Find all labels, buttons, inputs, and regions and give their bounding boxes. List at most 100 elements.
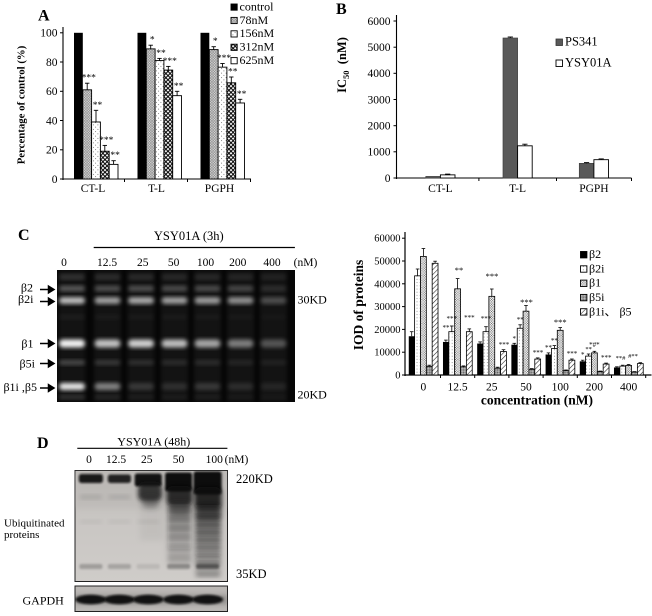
- svg-text:40000: 40000: [374, 279, 400, 290]
- svg-text:Ubiquitinated: Ubiquitinated: [4, 518, 65, 530]
- svg-text:50000: 50000: [374, 257, 400, 268]
- svg-text:25: 25: [137, 257, 149, 269]
- svg-text:β1: β1: [589, 276, 601, 290]
- svg-text:0: 0: [61, 257, 67, 269]
- svg-text:0: 0: [86, 454, 92, 466]
- svg-text:400: 400: [620, 382, 638, 394]
- svg-text:12.5: 12.5: [448, 382, 468, 394]
- svg-text:*: *: [513, 335, 517, 343]
- svg-text:100: 100: [206, 454, 224, 466]
- svg-text:***: ***: [486, 271, 499, 281]
- svg-text:(nM): (nM): [294, 257, 318, 269]
- svg-text:0: 0: [52, 174, 58, 186]
- svg-text:β5i: β5i: [20, 357, 36, 371]
- svg-text:1000: 1000: [368, 147, 391, 159]
- svg-text:156nM: 156nM: [240, 26, 275, 40]
- svg-text:0: 0: [395, 371, 400, 382]
- svg-text:YSY01A (48h): YSY01A (48h): [117, 435, 190, 449]
- svg-text:400: 400: [263, 257, 281, 269]
- svg-text:*: *: [581, 351, 585, 359]
- svg-text:**: **: [110, 151, 120, 161]
- svg-text:**: **: [156, 49, 166, 59]
- svg-text:***: ***: [217, 54, 232, 64]
- svg-text:***: ***: [554, 317, 567, 327]
- svg-text:control: control: [240, 0, 275, 13]
- svg-text:30KD: 30KD: [298, 293, 328, 307]
- svg-text:T-L: T-L: [148, 183, 165, 195]
- svg-text:***: ***: [481, 315, 492, 323]
- svg-text:IC50 (nM): IC50 (nM): [335, 37, 351, 93]
- svg-text:25: 25: [141, 454, 153, 466]
- svg-text:**: **: [174, 82, 184, 92]
- svg-text:PGPH: PGPH: [205, 183, 234, 195]
- svg-text:PS341: PS341: [565, 35, 598, 49]
- svg-text:β2i: β2i: [18, 292, 34, 306]
- svg-text:β5i: β5i: [589, 290, 605, 304]
- svg-text:50: 50: [173, 454, 185, 466]
- svg-text:**: **: [455, 265, 464, 275]
- svg-text:**: **: [237, 90, 247, 100]
- svg-text:*#*: *#*: [589, 341, 600, 349]
- svg-text:**: **: [585, 346, 592, 353]
- svg-text:β2: β2: [21, 281, 33, 295]
- svg-text:50: 50: [520, 382, 532, 394]
- svg-text:100: 100: [197, 257, 215, 269]
- svg-text:100: 100: [552, 382, 570, 394]
- svg-text:YSY01A (3h): YSY01A (3h): [154, 229, 224, 243]
- svg-text:625nM: 625nM: [240, 53, 275, 67]
- svg-text:IOD of proteins: IOD of proteins: [351, 260, 366, 351]
- svg-text:2000: 2000: [368, 121, 391, 133]
- svg-text:***: ***: [601, 354, 612, 362]
- svg-text:β1i、 β5: β1i、 β5: [589, 304, 632, 318]
- svg-text:C: C: [18, 227, 30, 244]
- svg-text:***: ***: [447, 315, 458, 323]
- svg-text:β2: β2: [589, 247, 601, 261]
- svg-text:5000: 5000: [368, 42, 391, 54]
- svg-text:6000: 6000: [368, 16, 391, 28]
- svg-text:3000: 3000: [368, 94, 391, 106]
- svg-text:78nM: 78nM: [240, 13, 269, 27]
- svg-text:**: **: [517, 316, 525, 324]
- svg-text:β1: β1: [21, 337, 33, 351]
- svg-text:*: *: [150, 36, 155, 46]
- svg-text:**: **: [228, 68, 238, 78]
- svg-text:**: **: [93, 101, 103, 111]
- svg-text:200: 200: [586, 382, 604, 394]
- svg-text:A: A: [38, 8, 50, 25]
- svg-text:**: **: [545, 344, 553, 352]
- svg-text:***: ***: [99, 136, 114, 146]
- svg-text:Percentage of control (%): Percentage of control (%): [16, 45, 28, 164]
- svg-text:**#: **#: [616, 355, 627, 362]
- svg-text:25: 25: [486, 382, 498, 394]
- svg-text:β1i ,β5: β1i ,β5: [3, 380, 37, 394]
- svg-text:T-L: T-L: [509, 183, 526, 195]
- svg-text:312nM: 312nM: [240, 40, 275, 54]
- svg-text:(nM): (nM): [225, 454, 249, 466]
- svg-text:**: **: [551, 337, 559, 345]
- svg-text:30000: 30000: [374, 302, 400, 313]
- svg-text:CT-L: CT-L: [81, 183, 106, 195]
- svg-text:50: 50: [168, 257, 180, 269]
- svg-text:***: ***: [567, 350, 578, 358]
- svg-text:*: *: [213, 37, 218, 47]
- svg-text:CT-L: CT-L: [428, 183, 453, 195]
- svg-text:4000: 4000: [368, 68, 391, 80]
- svg-text:***: ***: [533, 349, 544, 357]
- svg-text:PGPH: PGPH: [579, 183, 608, 195]
- svg-text:concentration (nM): concentration (nM): [481, 393, 593, 408]
- svg-text:20: 20: [46, 145, 58, 157]
- svg-text:***: ***: [464, 314, 475, 322]
- svg-text:YSY01A: YSY01A: [565, 56, 612, 70]
- svg-text:20KD: 20KD: [298, 388, 328, 402]
- svg-text:60: 60: [46, 86, 58, 98]
- svg-text:0: 0: [385, 173, 391, 185]
- svg-text:β2i: β2i: [589, 261, 605, 275]
- svg-text:100: 100: [40, 28, 58, 40]
- svg-text:80: 80: [46, 57, 58, 69]
- svg-text:B: B: [336, 1, 347, 18]
- svg-text:220KD: 220KD: [236, 472, 273, 486]
- svg-text:***: ***: [520, 297, 533, 307]
- svg-text:**: **: [443, 324, 451, 332]
- svg-text:proteins: proteins: [4, 529, 39, 541]
- svg-text:20000: 20000: [374, 325, 400, 336]
